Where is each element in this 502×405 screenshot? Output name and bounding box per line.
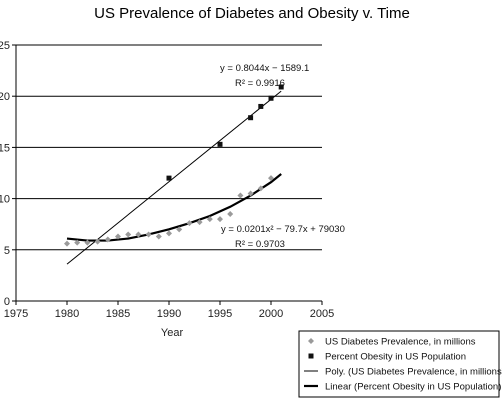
diabetes-point-1988 bbox=[145, 231, 152, 238]
chart-title: US Prevalence of Diabetes and Obesity v.… bbox=[94, 5, 410, 22]
legend-label: US Diabetes Prevalence, in millions bbox=[325, 337, 476, 348]
y-tick-label-20: 20 bbox=[0, 91, 10, 103]
obesity-point-1999 bbox=[258, 103, 264, 109]
diabetes-point-1995 bbox=[217, 216, 223, 223]
diabetes-point-1985 bbox=[115, 233, 121, 240]
diabetes-point-1996 bbox=[227, 210, 234, 217]
x-tick-label-2000: 2000 bbox=[259, 308, 283, 320]
legend-label: Poly. (US Diabetes Prevalence, in millio… bbox=[325, 367, 502, 378]
y-tick-label-15: 15 bbox=[0, 142, 10, 154]
obesity-point-1998 bbox=[248, 115, 254, 121]
diabetes-point-1980 bbox=[64, 240, 70, 247]
diabetes-point-1990 bbox=[166, 230, 172, 237]
diabetes-point-1984 bbox=[104, 236, 111, 243]
diabetes-point-1982 bbox=[84, 239, 91, 246]
poly-trend-equation: y = 0.0201x² − 79.7x + 79030 bbox=[221, 224, 345, 235]
poly-trendline bbox=[66, 173, 282, 242]
diabetes-point-1986 bbox=[125, 231, 132, 238]
y-tick-label-5: 5 bbox=[4, 245, 10, 257]
x-tick-label-1985: 1985 bbox=[106, 308, 130, 320]
x-axis-label: Year bbox=[161, 327, 184, 339]
y-tick-label-25: 25 bbox=[0, 40, 10, 52]
y-tick-label-10: 10 bbox=[0, 194, 10, 206]
legend-diamond-marker bbox=[308, 338, 314, 344]
diabetes-point-1997 bbox=[237, 192, 244, 199]
x-tick-label-1990: 1990 bbox=[157, 308, 181, 320]
linear-trend-equation: y = 0.8044x − 1589.1 bbox=[220, 63, 309, 74]
x-tick-label-1995: 1995 bbox=[208, 308, 232, 320]
diabetes-point-1981 bbox=[74, 239, 81, 246]
diabetes-point-1999 bbox=[257, 185, 264, 192]
legend-square-marker bbox=[308, 353, 314, 359]
diabetes-point-1998 bbox=[247, 190, 254, 197]
obesity-point-2001 bbox=[278, 84, 284, 90]
legend-box bbox=[298, 330, 500, 398]
x-tick-label-2005: 2005 bbox=[310, 308, 334, 320]
legend: US Diabetes Prevalence, in millions Perce… bbox=[298, 330, 502, 398]
linear-trendline bbox=[66, 90, 282, 265]
diabetes-point-1987 bbox=[135, 231, 142, 238]
diabetes-point-1992 bbox=[186, 220, 193, 227]
x-tick-label-1975: 1975 bbox=[4, 308, 28, 320]
obesity-point-2000 bbox=[268, 95, 274, 101]
diabetes-point-1991 bbox=[176, 226, 183, 233]
obesity-point-1990 bbox=[166, 175, 172, 181]
legend-label: Percent Obesity in US Population bbox=[325, 352, 466, 363]
y-tick-label-0: 0 bbox=[4, 296, 10, 308]
legend-label: Linear (Percent Obesity in US Population… bbox=[325, 382, 501, 393]
diabetes-point-1993 bbox=[196, 219, 203, 226]
diabetes-point-1994 bbox=[206, 216, 213, 223]
diabetes-point-2000 bbox=[268, 175, 274, 182]
diabetes-point-1983 bbox=[94, 238, 101, 245]
x-tick-label-1980: 1980 bbox=[55, 308, 79, 320]
linear-trend-r2: R² = 0.9916 bbox=[235, 78, 285, 89]
diabetes-point-1989 bbox=[155, 233, 162, 240]
poly-trend-r2: R² = 0.9703 bbox=[235, 239, 285, 250]
obesity-point-1995 bbox=[217, 141, 223, 147]
